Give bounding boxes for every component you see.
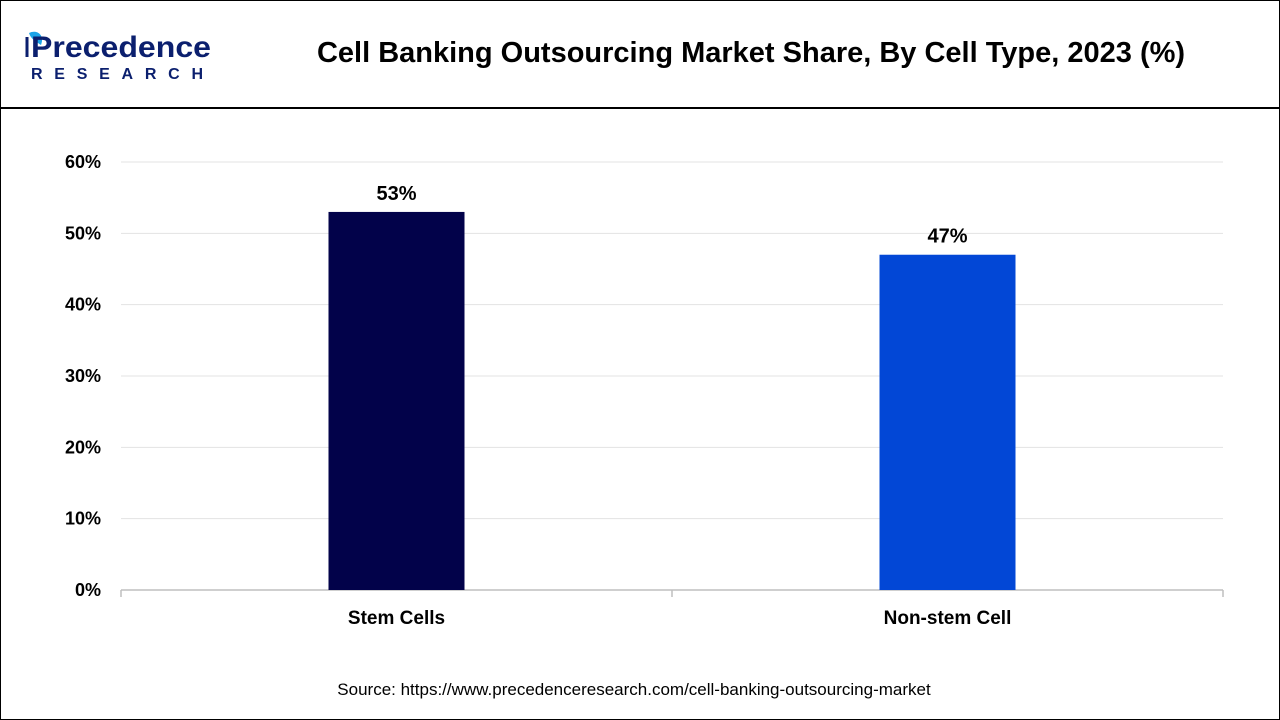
y-tick-label: 40% — [65, 295, 101, 315]
y-tick-label: 30% — [65, 366, 101, 386]
y-tick-label: 10% — [65, 509, 101, 529]
precedence-research-logo: Precedence RESEARCH — [25, 31, 211, 83]
header: Precedence RESEARCH Cell Banking Outsour… — [1, 1, 1280, 109]
bar — [328, 211, 465, 590]
x-tick-label: Stem Cells — [348, 608, 445, 629]
y-tick-label: 60% — [65, 152, 101, 172]
data-label: 53% — [376, 183, 416, 205]
y-tick-label: 50% — [65, 223, 101, 243]
bar — [879, 254, 1016, 590]
logo-word: Precedence — [31, 31, 211, 64]
y-tick-label: 0% — [75, 580, 101, 600]
data-label: 47% — [927, 226, 967, 248]
bar-chart: 0% 10% 20% 30% 40% 50% 60% 53% Stem Cells 47% Non-… — [65, 152, 1224, 629]
leaf-icon — [25, 31, 43, 57]
logo-subword: RESEARCH — [31, 66, 203, 83]
x-tick-label: Non-stem Cell — [884, 608, 1012, 629]
source-note: Source: https://www.precedenceresearch.c… — [337, 680, 931, 699]
y-tick-label: 20% — [65, 437, 101, 457]
chart-title: Cell Banking Outsourcing Market Share, B… — [316, 37, 1186, 69]
